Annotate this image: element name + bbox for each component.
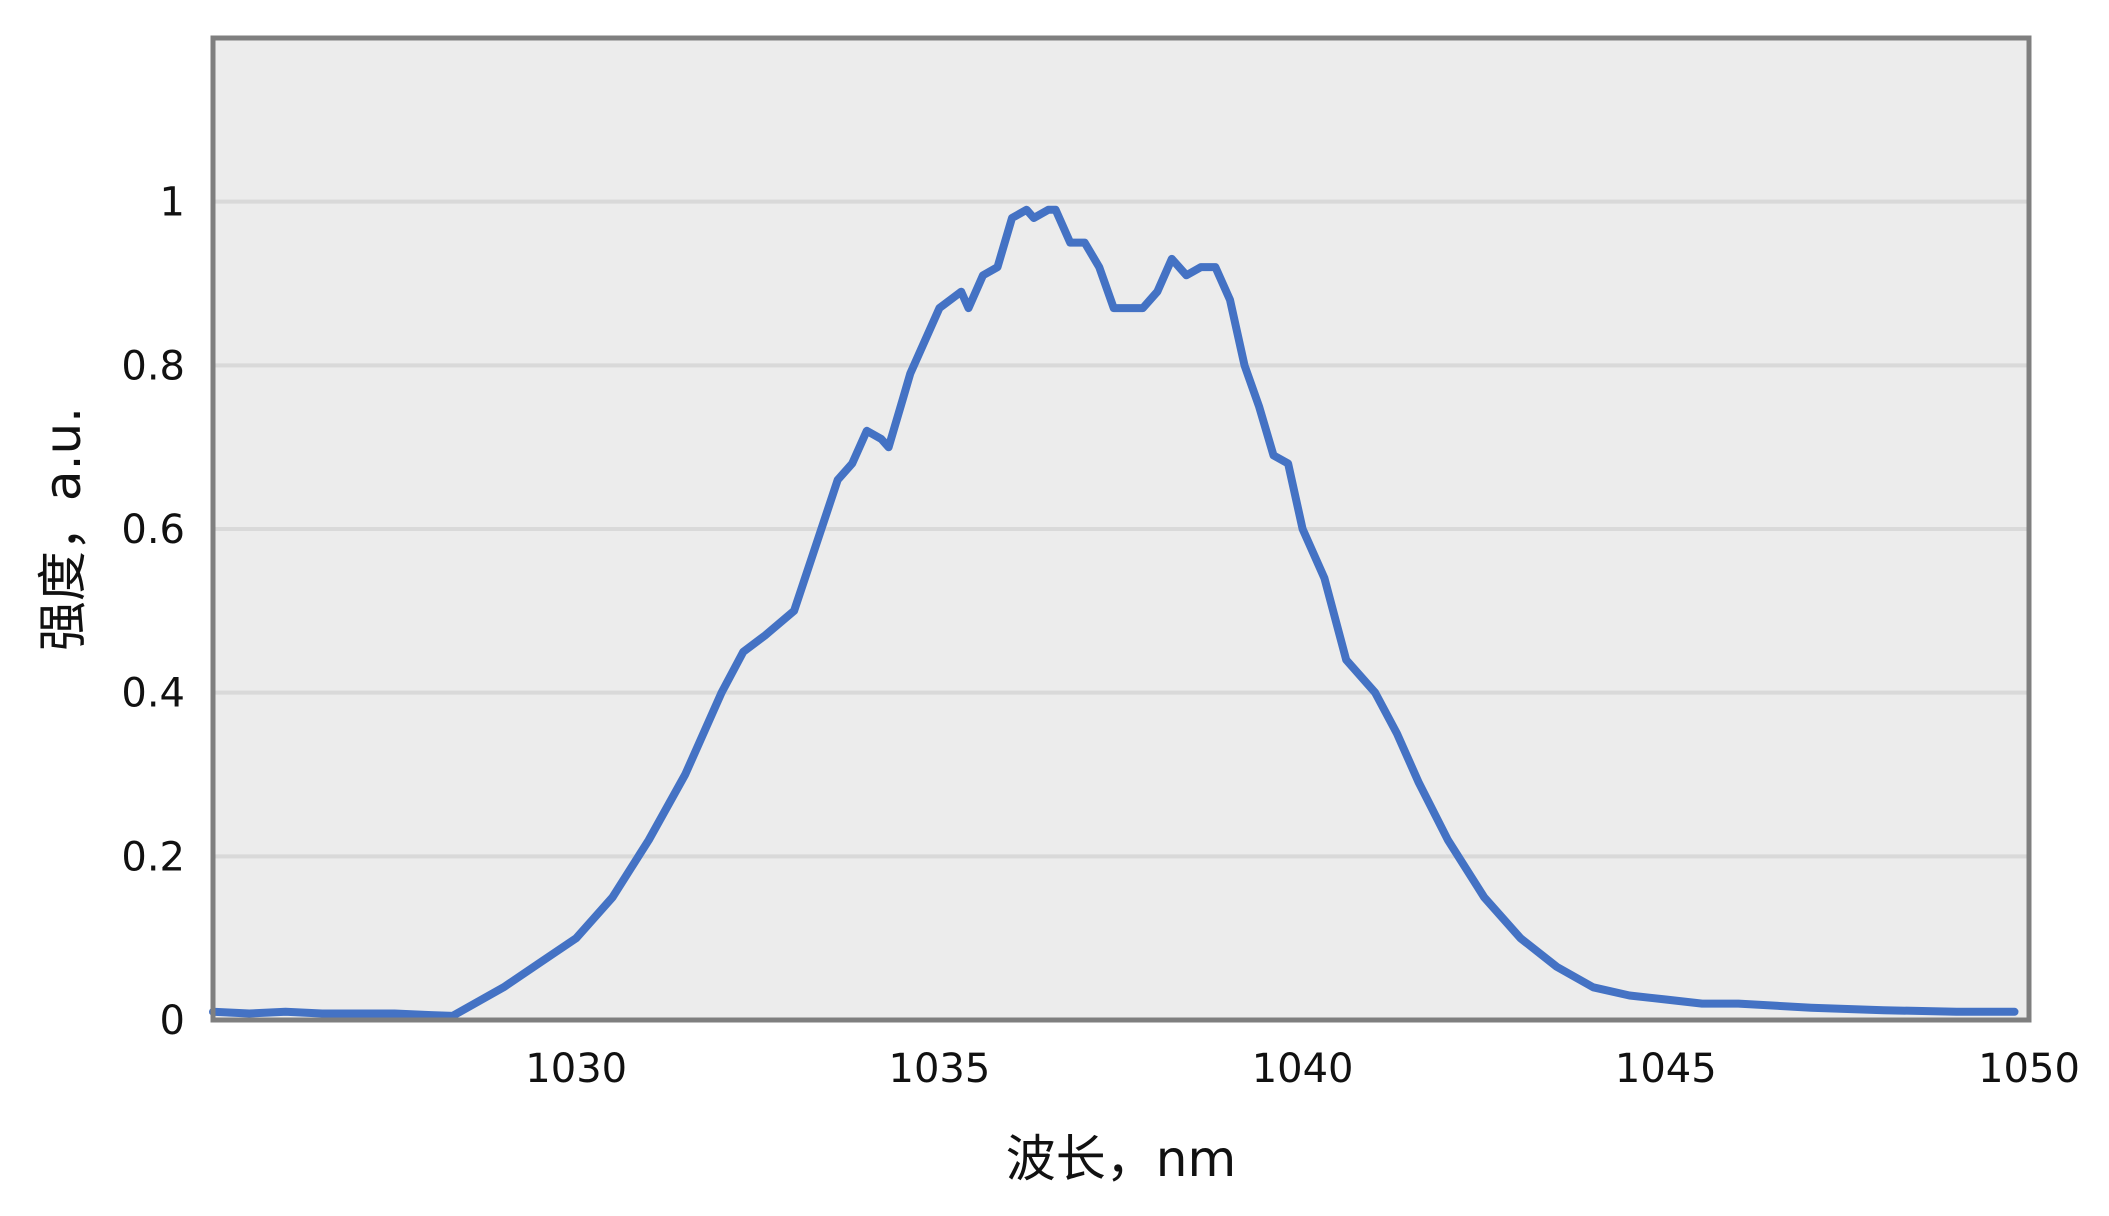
- y-tick-label-2: 0.4: [121, 671, 185, 717]
- y-tick-label-0: 0: [160, 998, 185, 1044]
- y-tick-label-4: 0.8: [121, 343, 185, 389]
- y-tick-label-3: 0.6: [121, 507, 185, 553]
- gridlines: [213, 199, 2029, 859]
- x-tick-label-2: 1040: [1252, 1046, 1354, 1092]
- x-tick-label-0: 1030: [525, 1046, 627, 1092]
- x-tick-label-1: 1035: [889, 1046, 991, 1092]
- x-tick-label-3: 1045: [1615, 1046, 1717, 1092]
- y-axis-tick-labels: 0 0.2 0.4 0.6 0.8 1: [121, 180, 185, 1044]
- plot-frame: [210, 35, 2032, 1023]
- y-tick-label-1: 0.2: [121, 834, 185, 880]
- y-axis-title: 强度，a.u.: [34, 407, 92, 651]
- x-tick-label-4: 1050: [1978, 1046, 2080, 1092]
- spectrum-line: [209, 205, 2019, 1020]
- x-axis-title: 波长，nm: [1006, 1130, 1236, 1188]
- y-tick-label-5: 1: [160, 180, 185, 226]
- x-axis-tick-labels: 1030 1035 1040 1045 1050: [525, 1046, 2080, 1092]
